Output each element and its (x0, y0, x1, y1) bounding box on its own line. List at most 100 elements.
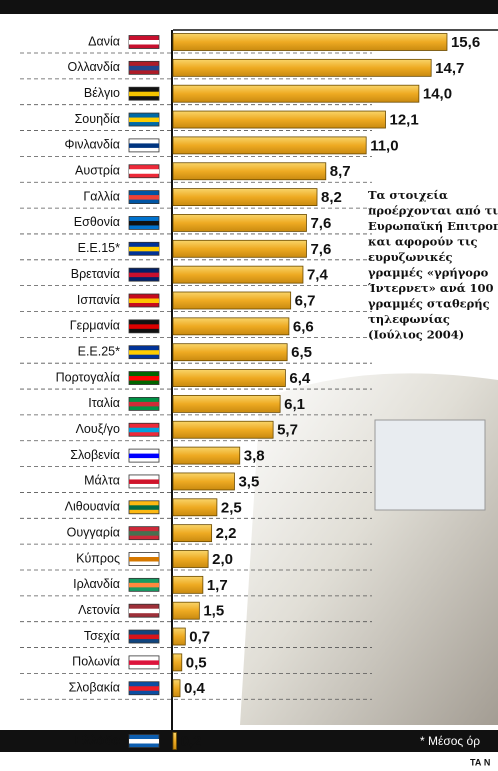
category-label: Λουξ/γο (76, 422, 120, 436)
value-label: 6,7 (295, 292, 316, 309)
category-label: Σλοβενία (70, 448, 120, 462)
footnote: * Μέσος όρ (420, 734, 480, 748)
category-label: Λετονία (78, 603, 120, 617)
annotation-line: Ίντερνετ» ανά 100 (367, 281, 494, 295)
category-label: Βρετανία (71, 267, 120, 281)
flag-stripe (129, 65, 159, 71)
flag-stripe (129, 298, 159, 303)
category-label: Γερμανία (70, 319, 120, 333)
category-label: Γαλλία (83, 189, 120, 203)
bar (172, 627, 186, 646)
category-label: Ε.Ε.15* (78, 241, 121, 255)
flag-stripe (129, 453, 159, 459)
value-label: 7,6 (310, 215, 331, 232)
flag-stripe (129, 40, 159, 45)
value-label: 2,2 (216, 525, 237, 542)
bar (172, 420, 274, 439)
value-label: 8,7 (330, 163, 351, 180)
bar (172, 239, 307, 258)
highlight-band (0, 730, 498, 752)
flag-stripe (129, 479, 159, 484)
flag-stripe (129, 272, 159, 278)
value-label: 0,5 (186, 654, 207, 671)
category-label: Αυστρία (75, 164, 120, 178)
value-label: 0,2 (181, 733, 202, 750)
flag-stripe (129, 195, 159, 200)
bar (172, 84, 420, 103)
flag-stripe (129, 350, 159, 355)
category-label: Τσεχία (84, 629, 120, 643)
annotation-line: τηλεφωνίας (368, 312, 450, 326)
value-label: 1,5 (203, 603, 224, 620)
flag-stripe (129, 660, 159, 665)
bar (172, 110, 386, 129)
category-label: Ισπανία (77, 293, 120, 307)
category-label: Φινλανδία (65, 138, 121, 152)
value-label: 6,5 (291, 344, 312, 361)
flag-stripe (129, 220, 159, 226)
bar (172, 343, 288, 362)
bar (172, 732, 177, 750)
flag-stripe (129, 91, 159, 97)
annotation-line: Ευρωπαϊκή Επιτροπ (368, 219, 498, 233)
category-label: Πολωνία (72, 655, 120, 669)
category-label: Μάλτα (84, 474, 120, 488)
value-label: 2,0 (212, 551, 233, 568)
value-label: 14,0 (423, 86, 452, 103)
annotation-line: προέρχονται από τι (368, 204, 498, 218)
category-label: Ουγγαρία (67, 525, 120, 539)
flag-stripe (129, 169, 159, 174)
flag-stripe (129, 117, 159, 123)
annotation-line: γραμμές «γρήγορο (368, 266, 489, 280)
category-label: Εσθονία (74, 215, 120, 229)
value-label: 11,0 (370, 137, 398, 154)
annotation-line: Τα στοιχεία (368, 188, 448, 202)
flag-stripe (129, 557, 159, 562)
category-label: Δανία (88, 34, 120, 48)
category-label: Κύπρος (76, 551, 120, 565)
flag-stripe (129, 608, 159, 614)
value-label: 2,5 (221, 499, 242, 516)
bar (172, 498, 218, 517)
rows: Δανία 15,6 Ολλανδία 14,7 Βέλγιο 14,0 Σουηδία 12… (0, 33, 498, 752)
value-label: 6,6 (293, 318, 314, 335)
value-label: 0,7 (189, 629, 210, 646)
category-label: Ιταλία (88, 396, 120, 410)
value-label: 15,6 (451, 34, 480, 51)
flag-stripe (129, 582, 159, 588)
bar (172, 679, 181, 698)
bar (172, 550, 209, 568)
category-label: Ολλανδία (68, 60, 120, 74)
bar (172, 136, 367, 155)
value-label: 6,1 (284, 396, 305, 413)
bar (172, 58, 432, 77)
value-label: 7,6 (310, 241, 331, 258)
flag-stripe (129, 505, 159, 510)
source: ΤΑ Ν (470, 757, 490, 767)
flag-stripe (129, 324, 159, 329)
value-label: 12,1 (390, 112, 419, 129)
flag-stripe (129, 143, 159, 148)
bar (172, 369, 286, 387)
bar (172, 446, 241, 465)
bar (172, 265, 304, 284)
bar (172, 601, 200, 620)
bar (172, 653, 183, 672)
bar (172, 188, 318, 207)
flag-stripe (129, 739, 159, 744)
category-label: Σλοβακία (69, 681, 120, 695)
bar (172, 317, 290, 336)
bar (172, 575, 204, 594)
value-label: 8,2 (321, 189, 342, 206)
annotation-line: ευρυζωνικές (368, 250, 453, 264)
flag-stripe (129, 531, 159, 536)
category-label: Λιθουανία (65, 500, 120, 514)
flag-stripe (129, 376, 159, 381)
value-label: 3,5 (238, 473, 259, 490)
flag-stripe (129, 686, 159, 691)
value-label: 0,4 (184, 680, 206, 697)
category-label: Βέλγιο (84, 86, 120, 100)
bar (172, 214, 307, 232)
